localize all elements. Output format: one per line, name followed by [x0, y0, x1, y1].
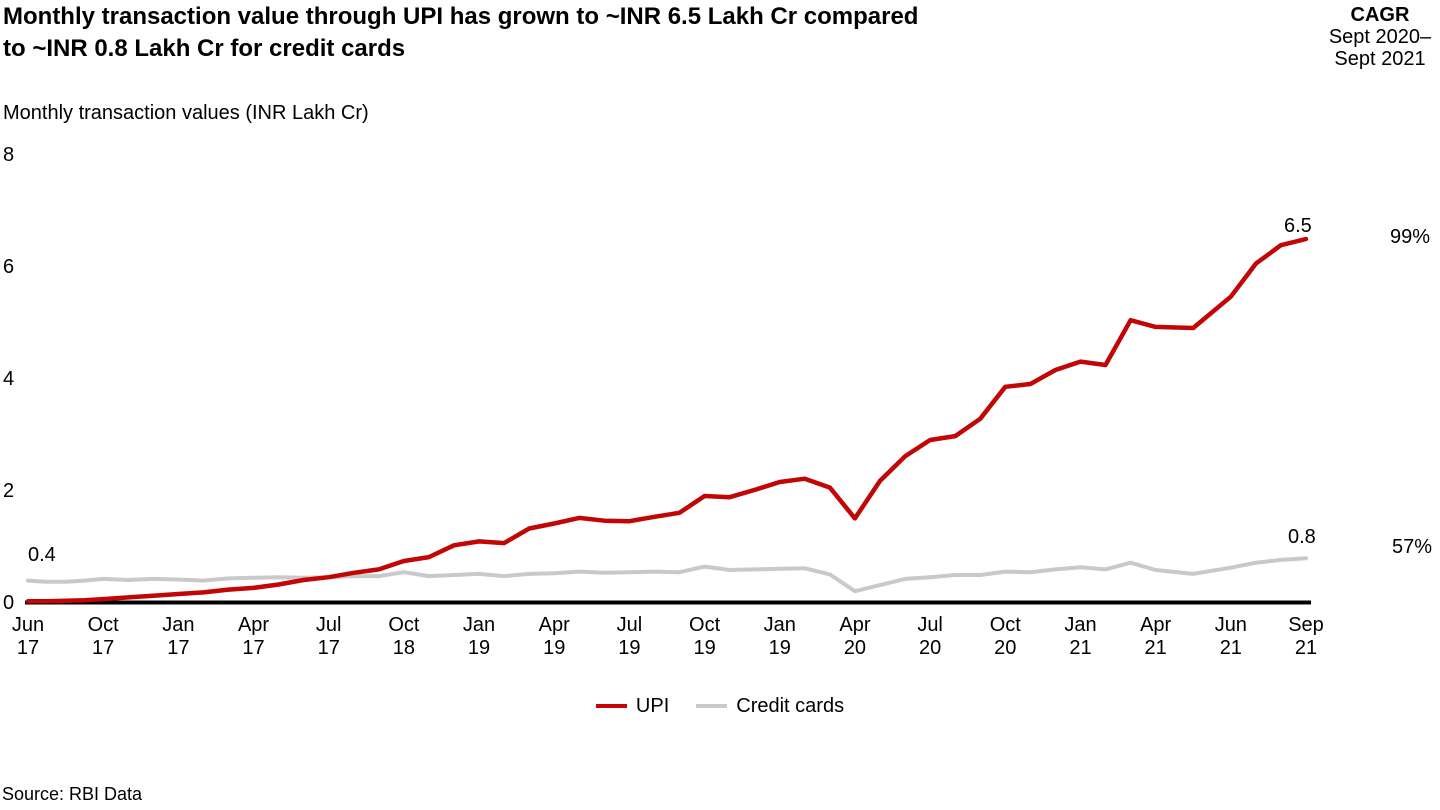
- x-tick-label: Oct 18: [388, 614, 420, 659]
- x-tick-label: Jan 21: [1064, 614, 1097, 659]
- x-tick-label: Jan 17: [162, 614, 195, 659]
- credit-cards-line: [26, 556, 1308, 594]
- legend: UPI Credit cards: [0, 693, 1440, 719]
- page-title: Monthly transaction value through UPI ha…: [3, 1, 1183, 65]
- legend-label-credit-cards: Credit cards: [736, 694, 845, 717]
- cagr-period-line-1: Sept 2020–: [1328, 26, 1432, 48]
- y-tick-label: 4: [3, 368, 15, 390]
- upi-end-value-label: 6.5: [1284, 215, 1312, 237]
- x-tick-label: Apr 21: [1140, 614, 1172, 659]
- upi-line-swatch-icon: [595, 704, 627, 708]
- cagr-period-line-2: Sept 2021: [1334, 48, 1426, 70]
- legend-label-upi: UPI: [635, 694, 670, 717]
- y-axis-units-label: Monthly transaction values (INR Lakh Cr): [3, 102, 369, 124]
- y-tick-label: 0: [3, 592, 15, 614]
- x-tick-label: Jan 19: [763, 614, 796, 659]
- cagr-header: CAGR Sept 2020– Sept 2021: [1320, 4, 1440, 70]
- x-tick-label: Jul 19: [616, 614, 643, 659]
- x-tick-label: Apr 19: [538, 614, 570, 659]
- x-tick-label: Jul 20: [917, 614, 943, 659]
- x-tick-label: Oct 17: [87, 614, 119, 659]
- upi-line: [25, 236, 1309, 604]
- x-tick-label: Jul 17: [315, 614, 342, 659]
- page-title-line-2: to ~INR 0.8 Lakh Cr for credit cards: [3, 35, 406, 62]
- y-tick-label: 6: [3, 256, 15, 278]
- source-note: Source: RBI Data: [2, 784, 143, 804]
- x-tick-label: Oct 20: [989, 614, 1021, 659]
- x-tick-label: Jun 17: [11, 614, 45, 659]
- x-tick-label: Jun 21: [1214, 614, 1247, 659]
- x-tick-label: Sep 21: [1288, 614, 1324, 659]
- cagr-label: CAGR: [1350, 4, 1410, 26]
- credit-cards-start-value-label: 0.4: [28, 544, 56, 566]
- credit-cards-line-swatch-icon: [696, 704, 728, 708]
- x-tick-label: Apr 20: [839, 614, 871, 659]
- y-tick-label: 8: [3, 144, 15, 166]
- upi-cagr-value: 99%: [1390, 226, 1431, 248]
- x-tick-label: Jan 19: [462, 614, 496, 659]
- x-tick-label: Oct 19: [689, 614, 721, 659]
- page-title-line-1: Monthly transaction value through UPI ha…: [3, 3, 919, 30]
- y-tick-label: 2: [3, 480, 15, 502]
- x-tick-label: Apr 17: [237, 614, 270, 659]
- credit-cards-cagr-value: 57%: [1392, 536, 1433, 558]
- credit-cards-end-value-label: 0.8: [1288, 526, 1316, 548]
